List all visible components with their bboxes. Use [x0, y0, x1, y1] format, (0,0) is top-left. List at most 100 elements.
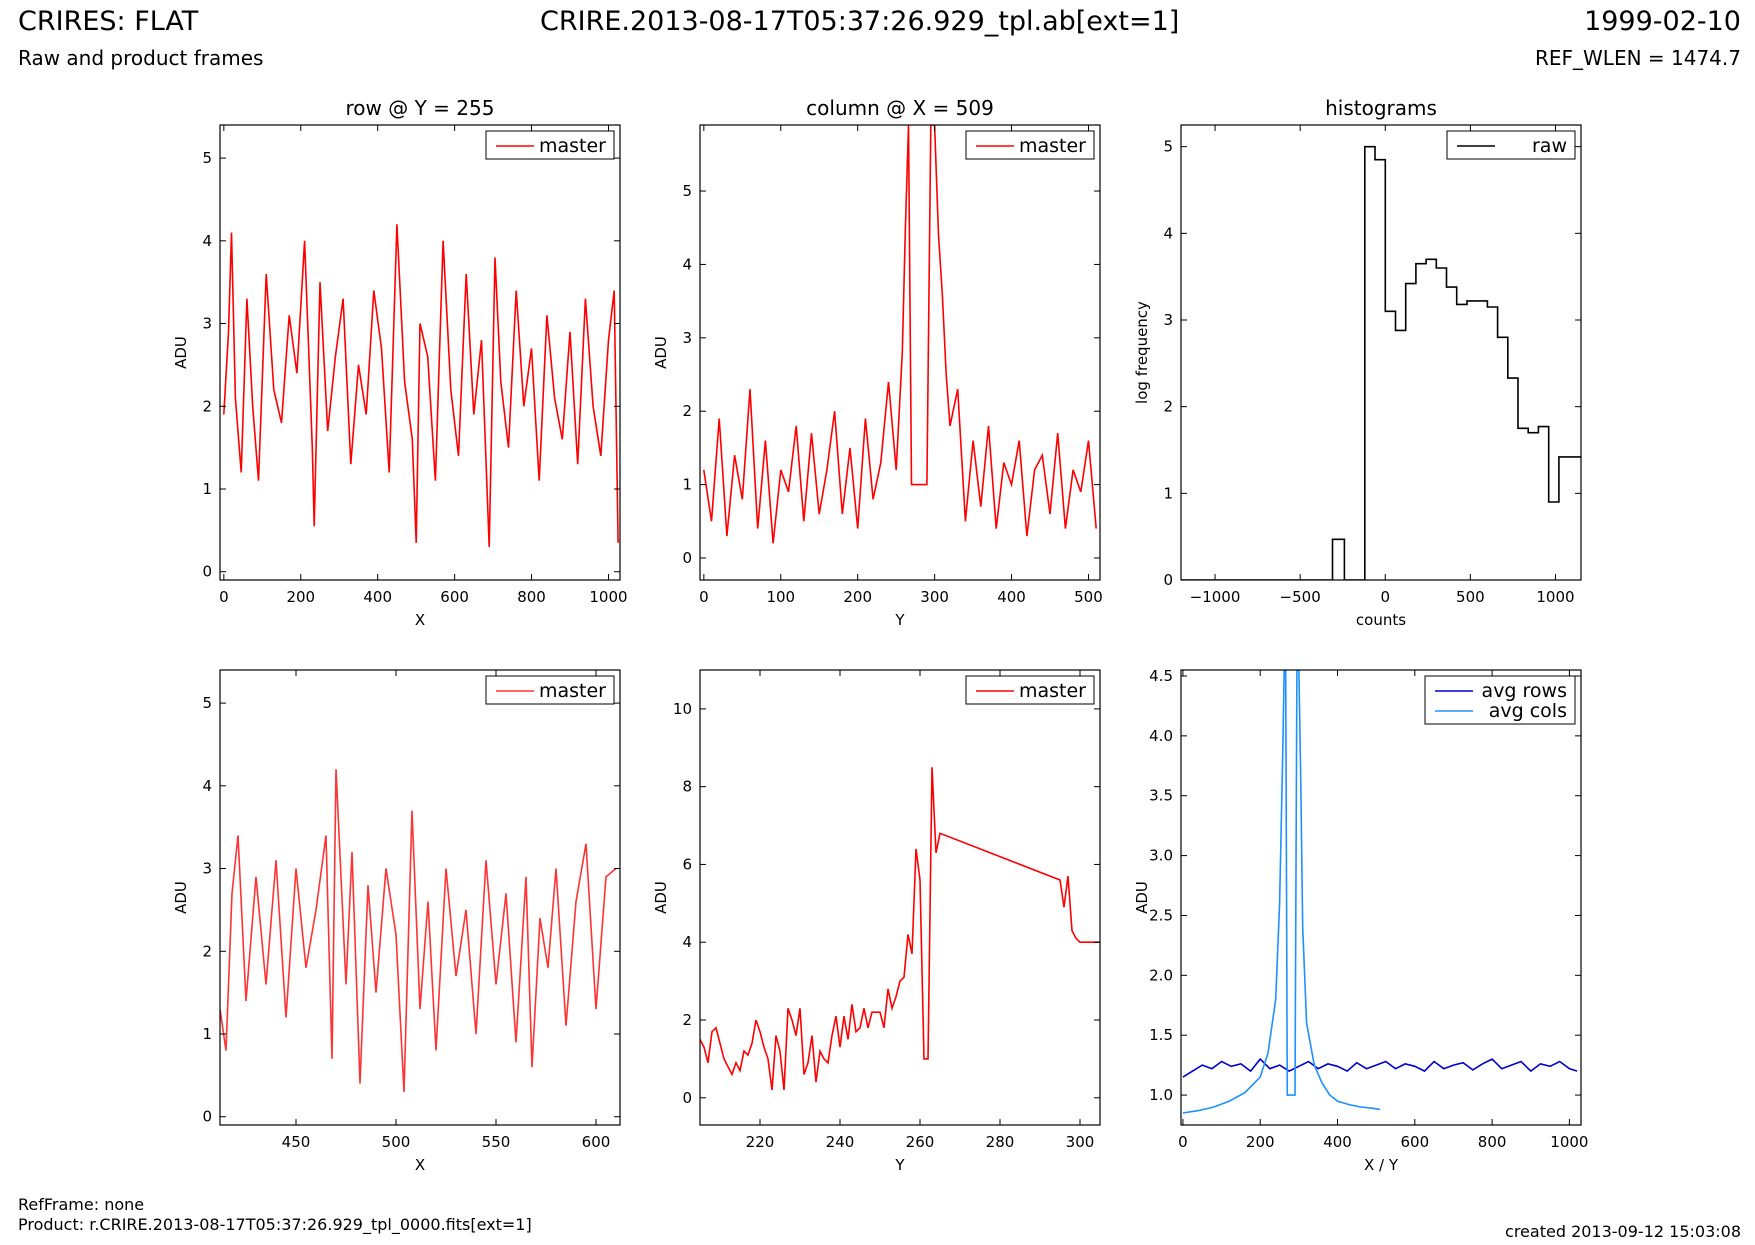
- x-tick-label: 260: [906, 1133, 935, 1151]
- figure-subtitle-left: Raw and product frames: [18, 46, 264, 70]
- y-tick-label: 2: [202, 397, 212, 415]
- x-tick-label: 1000: [1536, 588, 1574, 606]
- x-tick-label: −1000: [1190, 588, 1241, 606]
- series-histograms-0: [1181, 145, 1581, 580]
- y-tick-label: 3.0: [1149, 847, 1173, 865]
- series-row-zoom-0: [220, 769, 617, 1092]
- y-tick-label: 2.0: [1149, 966, 1173, 984]
- x-tick-label: 500: [1456, 588, 1485, 606]
- legend-box: [1446, 130, 1576, 160]
- x-tick-label: 500: [1074, 588, 1103, 606]
- legend-box: [485, 130, 615, 160]
- y-tick-label: 0: [202, 563, 212, 581]
- chart-col-full: 0 100 200 300 400 500 0 1 2 3 4 5 Y ADU column @ X = 5…: [652, 96, 1103, 629]
- plot-frame: [219, 669, 621, 1126]
- y-tick-label: 2: [682, 402, 692, 420]
- y-tick-label: 2: [682, 1011, 692, 1029]
- x-tick-label: 240: [826, 1133, 855, 1151]
- plot-frame: [219, 124, 621, 581]
- y-tick-label: 3: [682, 329, 692, 347]
- y-tick-label: 10: [673, 700, 692, 718]
- chart-row-full: 0 200 400 600 800 1000 0 1 2 3 4 5 X ADU row @ Y = 255…: [172, 96, 628, 629]
- series-col-full-0: [703, 125, 1097, 544]
- figure-subtitle-right: REF_WLEN = 1474.7: [1534, 46, 1741, 70]
- figure-title-center: CRIRE.2013-08-17T05:37:26.929_tpl.ab[ext…: [540, 6, 1180, 37]
- x-axis-label: X: [415, 1156, 425, 1174]
- chart-averages: 0 200 400 600 800 1000 1.0 1.5 2.0 2.5 3.0 3.5 4.0 4.…: [1133, 667, 1588, 1174]
- y-tick-label: 0: [682, 1089, 692, 1107]
- y-tick-label: 1.5: [1149, 1026, 1173, 1044]
- y-axis-label: ADU: [652, 336, 670, 369]
- y-tick-label: 3.5: [1149, 787, 1173, 805]
- y-tick-label: 1: [202, 480, 212, 498]
- footer-product: Product: r.CRIRE.2013-08-17T05:37:26.929…: [18, 1215, 532, 1234]
- legend-box: [1424, 675, 1576, 725]
- y-axis-label: ADU: [1133, 881, 1151, 914]
- legend-box: [485, 675, 615, 705]
- x-tick-label: 0: [1178, 1133, 1188, 1151]
- x-tick-label: 400: [363, 588, 392, 606]
- x-tick-label: 200: [286, 588, 315, 606]
- y-tick-label: 4: [202, 777, 212, 795]
- y-tick-label: 5: [1163, 138, 1173, 156]
- x-tick-label: 200: [1246, 1133, 1275, 1151]
- y-tick-label: 3: [202, 860, 212, 878]
- y-tick-label: 4.5: [1149, 667, 1173, 685]
- x-tick-label: 300: [920, 588, 949, 606]
- x-tick-label: 100: [766, 588, 795, 606]
- y-tick-label: 6: [682, 855, 692, 873]
- footer-refframe: RefFrame: none: [18, 1195, 145, 1214]
- legend-box: [965, 675, 1095, 705]
- plot-frame: [699, 124, 1101, 581]
- x-axis-label: Y: [894, 611, 905, 629]
- legend-label: master: [1019, 135, 1086, 157]
- chart-col-zoom: 220 240 260 280 300 0 2 4 6 8 10 Y ADU master: [652, 669, 1101, 1174]
- x-tick-label: 300: [1066, 1133, 1095, 1151]
- chart-title: histograms: [1325, 96, 1437, 120]
- figure-title-right: 1999-02-10: [1584, 6, 1741, 37]
- x-tick-label: 0: [1380, 588, 1390, 606]
- plot-frame: [699, 669, 1101, 1126]
- y-axis-label: ADU: [172, 881, 190, 914]
- x-tick-label: 220: [746, 1133, 775, 1151]
- x-axis-label: counts: [1356, 611, 1406, 629]
- y-tick-label: 3: [1163, 311, 1173, 329]
- x-tick-label: 0: [699, 588, 709, 606]
- legend-label: raw: [1532, 135, 1567, 157]
- y-tick-label: 2.5: [1149, 906, 1173, 924]
- x-axis-label: X / Y: [1364, 1156, 1399, 1174]
- y-tick-label: 1.0: [1149, 1086, 1173, 1104]
- y-tick-label: 5: [202, 694, 212, 712]
- x-tick-label: 800: [1478, 1133, 1507, 1151]
- chart-row-zoom: 450 500 550 600 0 1 2 3 4 5 X ADU master: [172, 669, 621, 1174]
- legend-label: avg rows: [1482, 680, 1567, 702]
- legend-label: avg cols: [1489, 700, 1567, 722]
- series-row-full-0: [223, 224, 619, 547]
- x-tick-label: 200: [843, 588, 872, 606]
- y-tick-label: 0: [682, 549, 692, 567]
- series-averages-1: [1182, 670, 1381, 1114]
- x-tick-label: 550: [482, 1133, 511, 1151]
- x-axis-label: X: [415, 611, 425, 629]
- y-tick-label: 1: [1163, 484, 1173, 502]
- x-tick-label: 600: [440, 588, 469, 606]
- y-tick-label: 5: [682, 182, 692, 200]
- x-tick-label: 400: [1323, 1133, 1352, 1151]
- series-col-zoom-0: [700, 767, 1100, 1091]
- chart-title: row @ Y = 255: [346, 96, 495, 120]
- y-tick-label: 3: [202, 315, 212, 333]
- x-tick-label: 0: [219, 588, 229, 606]
- figure-title-left: CRIRES: FLAT: [18, 6, 199, 37]
- chart-title: column @ X = 509: [806, 96, 994, 120]
- y-tick-label: 1: [202, 1025, 212, 1043]
- y-tick-label: 4: [202, 232, 212, 250]
- chart-histograms: −1000 −500 0 500 1000 0 1 2 3 4 5 counts log frequen…: [1133, 96, 1582, 629]
- footer-created: created 2013-09-12 15:03:08: [1505, 1222, 1741, 1241]
- x-tick-label: 800: [517, 588, 546, 606]
- y-tick-label: 0: [202, 1108, 212, 1126]
- x-tick-label: 600: [1400, 1133, 1429, 1151]
- legend-label: master: [539, 135, 606, 157]
- y-tick-label: 5: [202, 149, 212, 167]
- x-tick-label: 600: [582, 1133, 611, 1151]
